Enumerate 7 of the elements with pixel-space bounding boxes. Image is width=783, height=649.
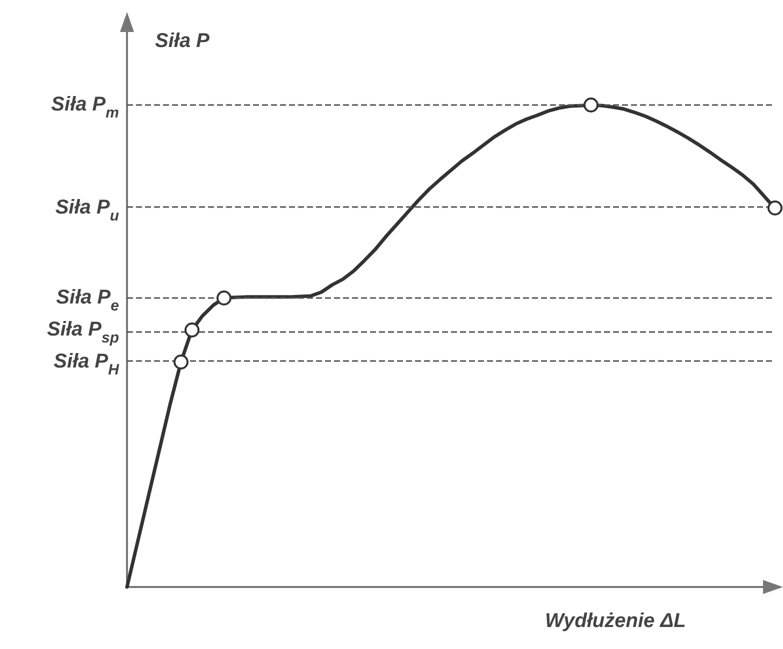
ref-line-label: Siła P$_{e}$ [56, 286, 119, 314]
ref-line-label: Siła P$_{H}$ [54, 350, 119, 378]
ref-line-label: Siła P$_{m}$ [51, 94, 119, 122]
ref-line-label: Siła P$_{u}$ [55, 196, 119, 225]
x-axis-title: Wydłużenie ΔL [545, 610, 686, 632]
y-axis-title: Siła P [155, 30, 210, 52]
ref-line-label: Siła P$_{sp}$ [47, 318, 119, 347]
